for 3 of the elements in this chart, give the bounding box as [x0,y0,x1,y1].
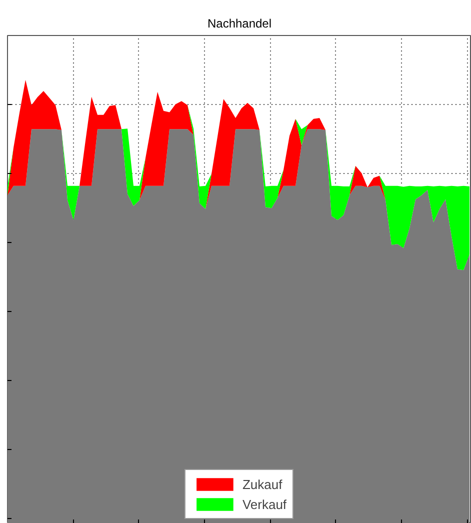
chart-title: Nachhandel [207,16,272,30]
legend-label: Zukauf [242,476,282,492]
legend-label: Verkauf [242,496,287,512]
